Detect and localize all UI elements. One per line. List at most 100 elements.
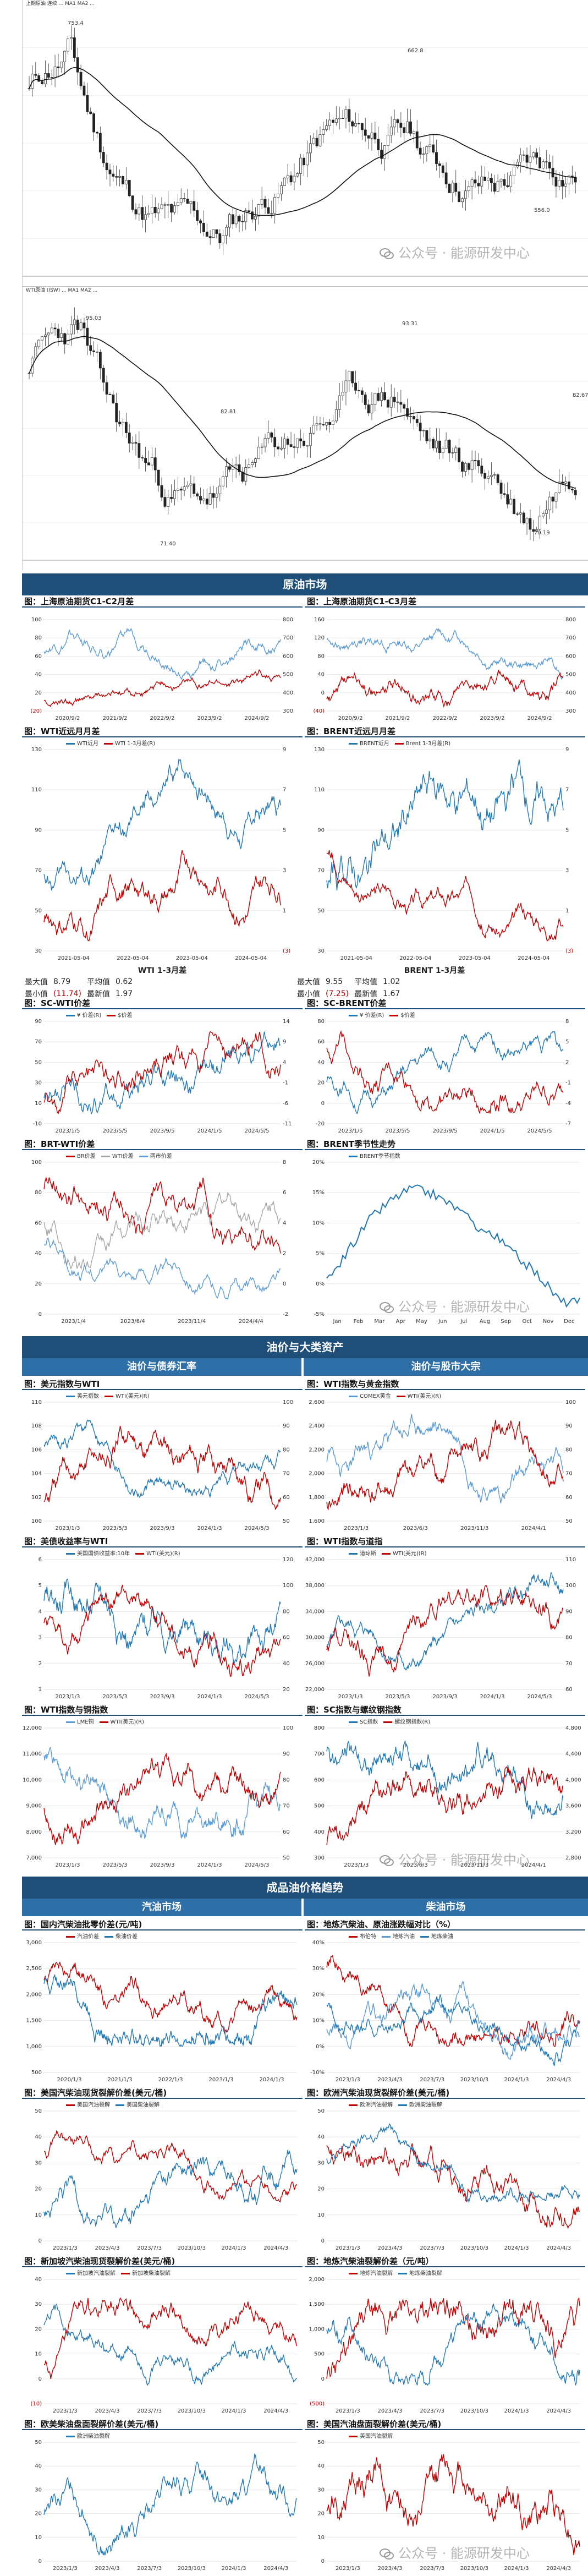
y2-tick-label: 2 (565, 1059, 569, 1065)
candle-body (561, 482, 564, 484)
y-tick-label: 0% (316, 1281, 325, 1287)
series-line (43, 1747, 281, 1840)
chart-svg-sc_c1c3: 160 800 120 700 80 600 40 500 0 400 (40) 300 2020/9/… (313, 617, 576, 721)
y-tick-label: 2,500 (26, 1966, 42, 1972)
candle-body (328, 422, 331, 425)
x-tick-label: 2023/10/3 (178, 2566, 206, 2572)
candle-body (98, 133, 102, 152)
stats-row: 最小值 (11.74) 最新值 1.97 (25, 988, 138, 1000)
candle-body (354, 123, 357, 127)
chart-us_crack: 50 40 30 20 10 0 2023/1/3 2023/4/3 2023/7/3 2023/… (22, 2098, 303, 2253)
x-tick-label: 2020/9/2 (338, 715, 363, 721)
x-tick-label: 2022-05-04 (117, 955, 149, 961)
legend-label: 美元指数 (77, 1393, 99, 1399)
candle-body (202, 498, 205, 501)
candle-body (183, 486, 186, 491)
stats-cell: 1.67 (383, 989, 400, 998)
legend-us_gas: 美国汽油裂解 (349, 2431, 393, 2440)
candle-body (574, 177, 577, 183)
chart-sc_c1c3: 160 800 120 700 80 600 40 500 0 400 (40) 300 2020/9/… (305, 606, 585, 723)
candle-body (92, 113, 95, 133)
candle-body (435, 440, 438, 449)
y-tick-label: 10,000 (23, 1777, 42, 1783)
chart-svg-eu_crack: 50 40 30 20 10 0 2023/1/3 2023/4/3 2023/7/3 2023/… (317, 2108, 580, 2251)
tab-products-right[interactable]: 柴油市场 (304, 1899, 588, 1916)
y2-tick-label: 50 (283, 1518, 290, 1524)
legend-eu_crack: 欧洲汽油裂解 欧洲柴油裂解 (349, 2100, 442, 2108)
candle-body (122, 176, 124, 184)
candle-body (477, 183, 480, 187)
y-tick-label: 160 (314, 617, 325, 623)
y-tick-label: 26,000 (305, 1661, 325, 1667)
candle-body (334, 118, 338, 123)
tab-products-left[interactable]: 汽油市场 (22, 1899, 301, 1916)
x-tick-label: 2024/1/3 (504, 2245, 529, 2251)
legend-label: ¥ 价差(R) (77, 1013, 102, 1019)
x-tick-label: 2023/1/3 (344, 1862, 369, 1868)
y2-tick-label: 500 (565, 672, 576, 678)
legend-label: 两市价差 (150, 1153, 172, 1160)
chart-svg-region_spread: 40% 30% 20% 10% 0% -10% 2023/1/3 2023/4/3 2023/7… (310, 1940, 580, 2083)
x-tick-label: 2023/9/5 (150, 1128, 175, 1134)
candle-body (435, 152, 438, 164)
candle-body (208, 493, 212, 505)
candle-body (535, 152, 538, 158)
x-tick-label: 2023/7/3 (420, 2566, 444, 2572)
tab-assets-left[interactable]: 油价与债券汇率 (22, 1358, 301, 1376)
legend-swatch (383, 1721, 393, 1723)
y-tick-label: -10 (33, 1121, 42, 1127)
y-tick-label: -10% (310, 2070, 325, 2076)
y2-tick-label: 60 (565, 1495, 573, 1501)
candle-body (167, 204, 170, 206)
y-tick-label: 20 (317, 2511, 325, 2517)
y2-tick-label: 40 (283, 1661, 290, 1667)
y-tick-label: 1 (39, 1687, 42, 1693)
y2-tick-label: 5 (565, 827, 569, 833)
chart-us_gas: 50 40 30 20 10 0 2023/1/3 2023/4/3 2023/7/3 2023/… (305, 2429, 585, 2573)
y2-tick-label: 50 (283, 1855, 290, 1861)
legend-region_spread: 布伦特 地炼汽油 地炼柴油 (349, 1932, 453, 1940)
chart-title-brent_season: 图：BRENT季节性走势 (307, 1139, 396, 1149)
y2-tick-label: 20 (283, 1687, 290, 1693)
x-tick-label: 2023/1/3 (336, 2077, 360, 2083)
candle-body (412, 131, 415, 134)
y-tick-label: 20% (312, 1160, 325, 1166)
candle-body (112, 173, 115, 177)
candle-body (490, 475, 493, 477)
y-tick-label: 30 (35, 948, 42, 954)
candle-body (170, 204, 173, 213)
candle-body (344, 109, 348, 119)
legend-label: BR价差 (77, 1153, 96, 1160)
x-tick-label: 2024/4/3 (546, 2566, 571, 2572)
x-tick-label: 2024/1/3 (222, 2566, 246, 2572)
y-tick-label: 0 (321, 690, 325, 696)
y-tick-label: 30 (35, 2487, 42, 2493)
stats-cell: 最小值 (297, 990, 320, 999)
y-tick-label: 15% (312, 1190, 325, 1196)
tab-assets-right[interactable]: 油价与股市大宗 (304, 1358, 588, 1376)
moving-average-line (29, 67, 576, 216)
legend-label: 螺纹钢指数(R) (394, 1719, 431, 1725)
legend-item: LME铜 (66, 1717, 94, 1725)
candle-body (108, 394, 112, 395)
y2-tick-label: 4,000 (565, 1777, 581, 1783)
section-crude-banner: 原油市场 (22, 573, 588, 595)
legend-label: WTI(美元)(R) (116, 1393, 150, 1399)
y-tick-label: 120 (314, 635, 325, 641)
y-tick-label: 40 (317, 672, 325, 678)
candle-body (483, 473, 487, 479)
y2-tick-label: 700 (565, 635, 576, 641)
legend-label: WTI 1-3月差(R) (114, 741, 156, 747)
legend-label: BRENT近月 (360, 741, 389, 747)
candle-body (513, 167, 515, 177)
candle-body (364, 395, 367, 405)
candle-body (222, 235, 225, 243)
candle-body (348, 109, 351, 122)
candle-body (487, 476, 490, 479)
y-tick-label: 100 (31, 1518, 42, 1524)
candle-body (474, 460, 477, 461)
candle-body (441, 448, 444, 453)
candle-body (360, 390, 364, 395)
y-tick-label: 40 (317, 2463, 325, 2469)
series-line (326, 2123, 580, 2203)
